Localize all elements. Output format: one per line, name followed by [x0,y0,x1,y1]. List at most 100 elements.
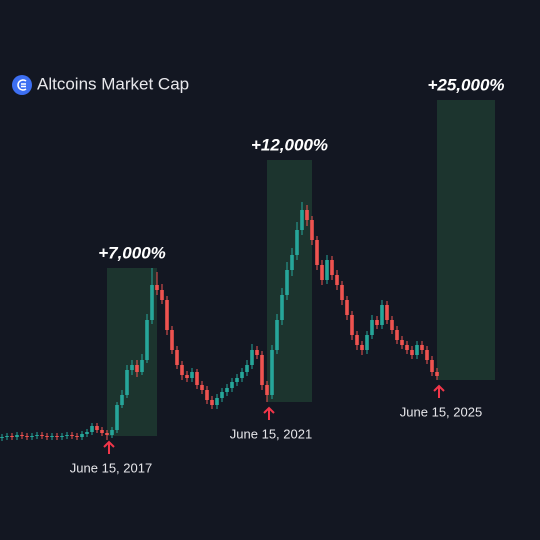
candle-body [95,426,99,430]
candle-body [260,355,264,385]
candle-body [145,320,149,360]
candle-body [415,345,419,355]
date-label: June 15, 2017 [70,460,152,475]
candle-body [45,436,49,437]
candle-body [395,330,399,340]
arrow [433,384,445,398]
candle-body [255,350,259,355]
candle-body [135,365,139,372]
candle-body [10,436,14,437]
candle-body [235,378,239,382]
candle-body [100,430,104,433]
candle-body [305,210,309,220]
candle-body [35,435,39,436]
candle-body [430,360,434,372]
gain-box [437,100,495,380]
candle-body [425,350,429,360]
candle-body [140,360,144,372]
candle-body [350,315,354,335]
candle-body [70,435,74,436]
candle-body [400,340,404,345]
candle-body [355,335,359,345]
candle-body [340,285,344,300]
candle-body [365,335,369,350]
candle-body [200,385,204,390]
candle-body [160,290,164,300]
candle-body [225,388,229,392]
candle-body [20,435,24,436]
candle-body [40,435,44,436]
candle-body [360,345,364,350]
candle-body [310,220,314,240]
candle-body [0,437,4,438]
candle-body [50,436,54,437]
arrow [263,406,275,420]
candle-body [25,436,29,437]
candle-body [85,432,89,434]
date-label: June 15, 2025 [400,404,482,419]
candle-body [385,305,389,320]
candle-body [300,210,304,230]
candle-body [240,372,244,378]
candle-body [315,240,319,265]
candle-body [125,370,129,395]
candle-body [285,270,289,295]
candle-body [190,372,194,378]
candle-body [420,345,424,350]
candle-body [90,426,94,432]
candle-body [110,430,114,435]
candle-body [215,398,219,405]
candle-body [320,265,324,280]
candle-body [370,320,374,335]
candle-body [335,275,339,285]
candle-body [105,433,109,435]
gain-label: +25,000% [427,75,504,94]
candle-body [115,405,119,430]
candle-body [295,230,299,255]
candle-body [280,295,284,320]
gain-label: +12,000% [251,135,328,154]
candle-body [250,350,254,365]
candle-body [290,255,294,270]
candle-body [205,390,209,400]
candle-body [265,385,269,395]
candle-body [230,382,234,388]
gain-box [107,268,157,436]
candle-body [80,434,84,437]
arrow [103,440,115,454]
candle-body [165,300,169,330]
candle-body [275,320,279,350]
candle-body [210,400,214,405]
candle-body [60,436,64,437]
candle-body [375,320,379,325]
candle-body [15,435,19,437]
candle-body [325,260,329,280]
candle-body [390,320,394,330]
candle-body [220,392,224,398]
candle-body [180,365,184,375]
gain-box [267,160,312,402]
candle-body [150,285,154,320]
candle-body [5,436,9,437]
candle-body [185,375,189,378]
candle-body [270,350,274,395]
candle-body [65,435,69,436]
candle-body [330,260,334,275]
candle-body [380,305,384,325]
chart-title: Altcoins Market Cap [37,74,189,93]
candle-body [345,300,349,315]
candle-body [55,436,59,437]
candle-body [155,285,159,290]
candle-body [130,365,134,370]
logo [12,75,32,95]
candle-body [245,365,249,372]
candle-body [175,350,179,365]
candle-body [405,345,409,350]
candle-body [195,372,199,385]
candle-body [30,436,34,437]
candle-body [120,395,124,405]
candle-body [435,372,439,376]
candle-body [410,350,414,355]
